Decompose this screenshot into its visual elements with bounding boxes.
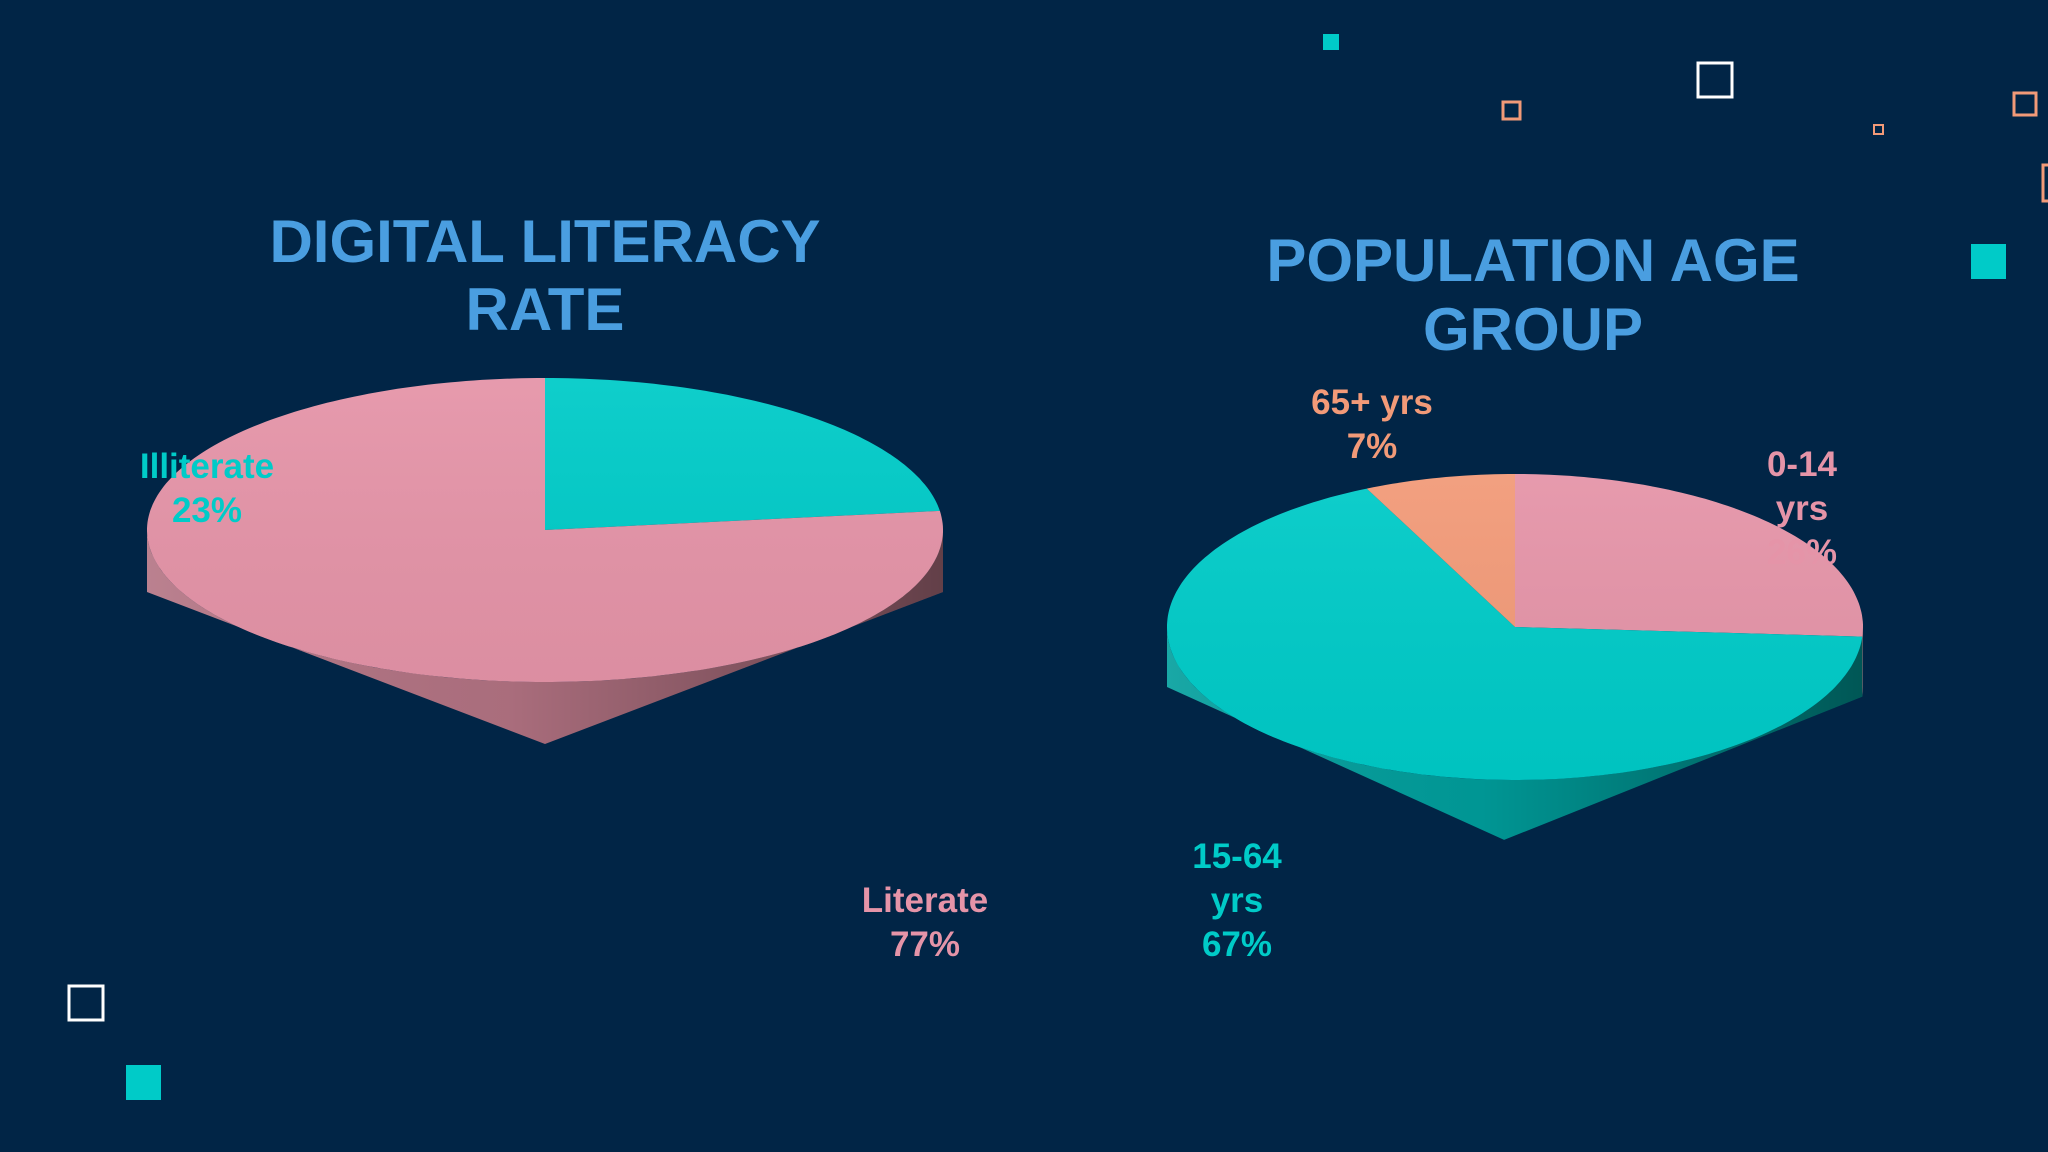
data-label-1-line-3: 26% <box>1767 533 1837 572</box>
data-label-1-line-1: 0-14 <box>1767 445 1838 484</box>
deco-square-teal-bottom <box>126 1065 161 1100</box>
data-label-2-line-2: yrs <box>1211 881 1264 920</box>
data-label-1-line-1: Illiterate <box>140 447 274 486</box>
decorative-squares <box>67 34 2048 1100</box>
pie-side-shade-2 <box>1167 627 1863 840</box>
data-label-1-line-2: yrs <box>1776 489 1829 528</box>
data-label-2-line-2: 77% <box>890 925 960 964</box>
chart-title-line-2: RATE <box>466 276 625 343</box>
deco-square-outline-white <box>1696 61 1734 99</box>
pie-top-shade <box>147 378 943 682</box>
deco-square-outline-edge <box>2041 163 2048 203</box>
pie-top-shade <box>1167 474 1863 780</box>
deco-square-teal <box>1323 34 1339 50</box>
chart-title-line-2: GROUP <box>1423 296 1643 363</box>
chart-title-line-1: POPULATION AGE <box>1266 227 1799 294</box>
data-label-2-line-1: 15-64 <box>1192 837 1282 876</box>
deco-square-outline-white-bottom <box>67 984 105 1022</box>
deco-square-outline-orange-edge <box>2012 91 2038 117</box>
deco-square-outline-orange-small <box>1873 124 1884 135</box>
data-label-2-line-1: Literate <box>862 881 988 920</box>
data-label-3-line-1: 65+ yrs <box>1311 383 1433 422</box>
pie-side-shade-1 <box>1862 627 1863 697</box>
deco-square-teal-large <box>1971 244 2006 279</box>
pie-side-shade-2 <box>147 530 943 744</box>
deco-square-outline-orange <box>1501 100 1522 121</box>
chart-title-line-1: DIGITAL LITERACY <box>269 208 820 275</box>
data-label-3-line-2: 7% <box>1347 427 1398 466</box>
data-label-2-line-3: 67% <box>1202 925 1272 964</box>
data-label-1-line-2: 23% <box>172 491 242 530</box>
